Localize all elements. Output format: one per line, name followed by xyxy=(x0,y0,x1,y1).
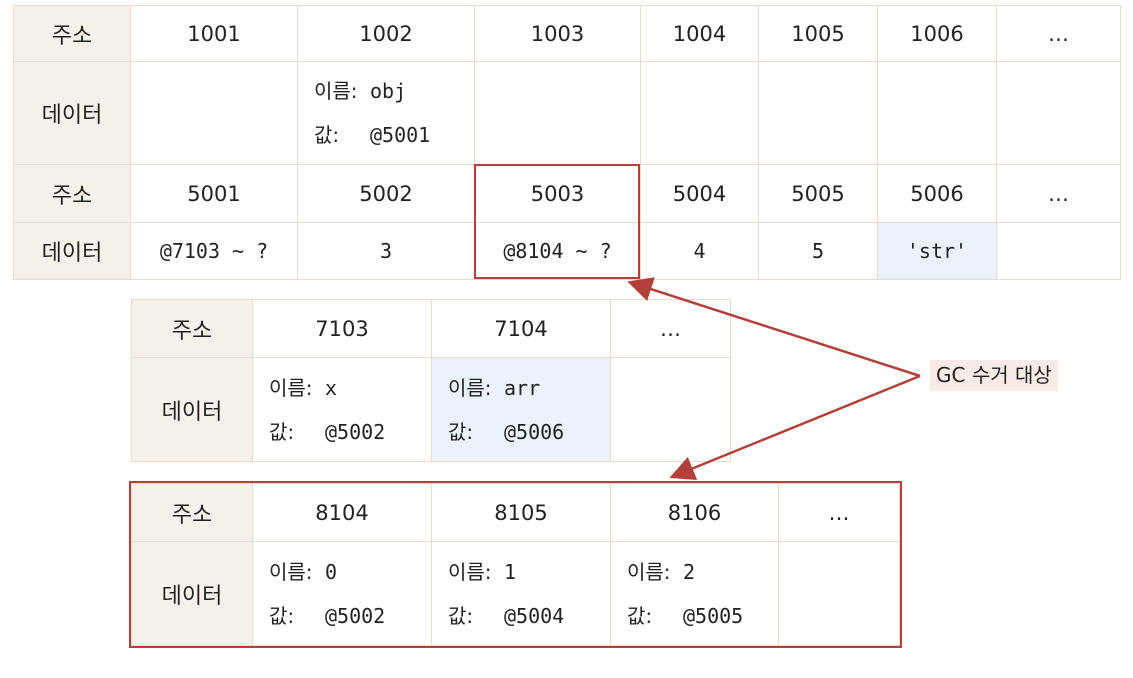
arrow-to-5003 xyxy=(627,277,921,378)
address-cell: 1003 xyxy=(474,5,641,62)
address-cell: 1002 xyxy=(297,5,475,62)
data-cell xyxy=(610,357,731,462)
row-header: 데이터 xyxy=(13,222,131,280)
data-cell: 이름: obj 값: @5001 xyxy=(297,61,475,165)
row-header: 데이터 xyxy=(13,61,131,165)
data-cell: 이름: 1 값: @5004 xyxy=(431,541,611,646)
row-header: 데이터 xyxy=(131,541,253,646)
arrow-to-8104 xyxy=(669,374,921,481)
name-label: 이름: xyxy=(627,559,671,584)
value-value: @5006 xyxy=(504,419,565,444)
memory-table-1: 주소 1001 1002 1003 1004 1005 1006 … 데이터 이… xyxy=(13,5,1121,280)
data-cell: 이름: arr 값: @5006 xyxy=(431,357,611,462)
address-cell: 5006 xyxy=(877,164,997,223)
name-value: arr xyxy=(504,375,541,400)
row-header: 데이터 xyxy=(131,357,253,462)
name-value: x xyxy=(325,375,338,400)
data-cell xyxy=(996,222,1121,280)
gc-highlight-box xyxy=(474,164,640,279)
value-value: @5002 xyxy=(325,603,386,628)
name-label: 이름: xyxy=(448,559,492,584)
data-cell: 이름: 2 값: @5005 xyxy=(610,541,779,646)
name-value: obj xyxy=(370,79,407,103)
address-cell: 7104 xyxy=(431,299,611,358)
data-cell: 3 xyxy=(297,222,475,280)
name-value: 2 xyxy=(683,559,696,584)
address-cell: 5001 xyxy=(130,164,298,223)
value-label: 값: xyxy=(269,603,295,628)
name-label: 이름: xyxy=(269,559,313,584)
value-label: 값: xyxy=(448,603,474,628)
memory-table-3: 주소 8104 8105 8106 … 데이터 이름: 0 값: @5002 이름:… xyxy=(129,481,902,648)
row-header: 주소 xyxy=(131,299,253,358)
data-cell xyxy=(474,61,641,165)
value-value: @5005 xyxy=(683,603,744,628)
address-cell: 8106 xyxy=(610,483,779,542)
address-cell: 5004 xyxy=(640,164,759,223)
address-cell: 7103 xyxy=(252,299,432,358)
value-label: 값: xyxy=(314,123,340,147)
address-cell: 5005 xyxy=(758,164,878,223)
address-cell: 8104 xyxy=(252,483,432,542)
row-header: 주소 xyxy=(13,164,131,223)
data-cell: 이름: 0 값: @5002 xyxy=(252,541,432,646)
data-cell xyxy=(130,61,298,165)
data-cell xyxy=(778,541,900,646)
data-cell: 이름: x 값: @5002 xyxy=(252,357,432,462)
memory-table-2: 주소 7103 7104 … 데이터 이름: x 값: @5002 이름: arr 값… xyxy=(131,299,731,462)
address-cell: 1006 xyxy=(877,5,997,62)
value-value: @5001 xyxy=(370,123,431,147)
name-value: 1 xyxy=(504,559,517,584)
name-label: 이름: xyxy=(448,375,492,400)
address-cell: … xyxy=(996,5,1121,62)
address-cell: … xyxy=(778,483,900,542)
value-label: 값: xyxy=(448,419,474,444)
value-label: 값: xyxy=(627,603,653,628)
row-header: 주소 xyxy=(131,483,253,542)
value-value: @5002 xyxy=(325,419,386,444)
name-label: 이름: xyxy=(269,375,313,400)
name-value: 0 xyxy=(325,559,338,584)
address-cell: 1005 xyxy=(758,5,878,62)
name-label: 이름: xyxy=(314,79,358,103)
value-label: 값: xyxy=(269,419,295,444)
value-value: @5004 xyxy=(504,603,565,628)
gc-annotation-label: GC 수거 대상 xyxy=(930,360,1058,391)
data-cell: 5 xyxy=(758,222,878,280)
data-cell: @7103 ~ ? xyxy=(130,222,298,280)
address-cell: 1004 xyxy=(640,5,759,62)
data-cell: 'str' xyxy=(877,222,997,280)
row-header: 주소 xyxy=(13,5,131,62)
data-cell xyxy=(877,61,997,165)
